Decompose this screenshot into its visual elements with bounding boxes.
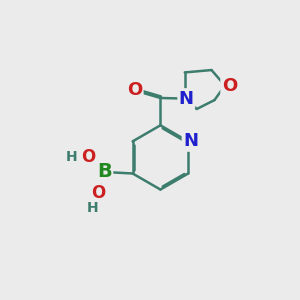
Text: B: B [97,163,112,182]
Text: O: O [81,148,95,166]
Text: H: H [87,201,98,215]
Text: N: N [179,90,194,108]
Text: O: O [91,184,106,202]
Text: H: H [66,149,77,164]
Text: N: N [183,132,198,150]
Text: O: O [222,76,237,94]
Text: O: O [127,81,142,99]
